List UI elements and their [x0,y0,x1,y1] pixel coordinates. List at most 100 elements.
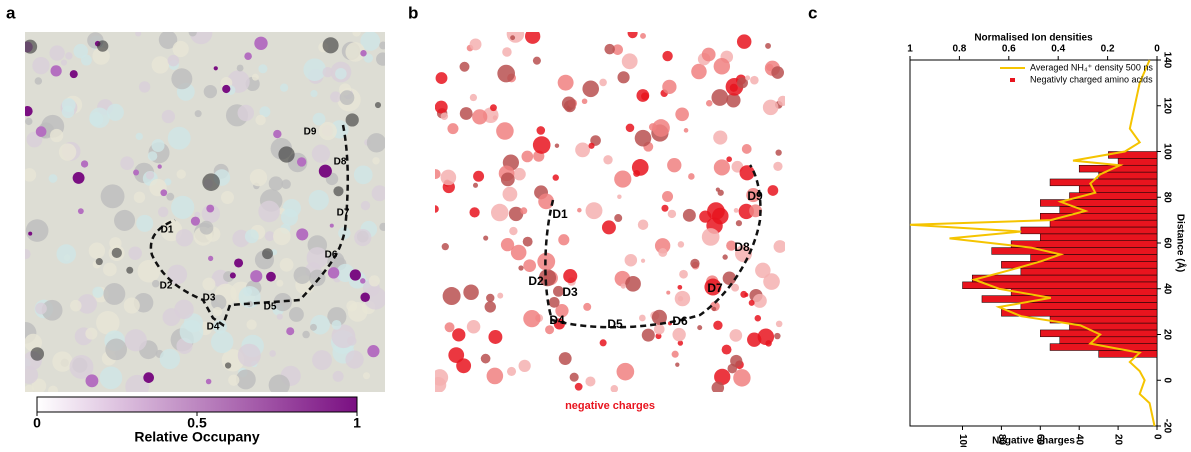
charge-blob [711,306,717,312]
charge-blob [641,92,649,101]
charge-blob [558,352,572,365]
texture-blob [25,168,37,182]
charge-blob [677,284,683,290]
x-tick-label: 60 [1035,434,1046,446]
texture-blob [73,43,89,59]
texture-blob [92,286,104,298]
panel-label: a [6,3,16,22]
texture-blob [65,52,73,60]
texture-blob [41,299,63,321]
texture-blob [327,307,347,327]
charge-blob [705,99,713,107]
charge-blob [675,107,689,122]
charge-blob [585,202,603,220]
charge-blob [682,208,696,222]
charge-blob [552,174,559,181]
charge-blob [691,63,707,80]
site-label: D6 [672,314,688,328]
charge-blob [585,376,596,387]
charge-blob [513,167,526,181]
charge-blob [655,333,662,340]
charge-blob [553,318,566,330]
texture-blob [106,103,124,121]
texture-blob [202,277,216,291]
charge-blob [488,330,503,344]
charge-blob [736,34,752,49]
texture-blob [70,299,82,312]
charge-blob [435,72,448,84]
charge-blob [729,329,743,342]
charge-blob [774,332,781,340]
site-label: D4 [549,313,565,327]
charge-blob [722,254,728,260]
charge-blob [617,71,630,84]
panel-label: c [808,3,817,22]
charge-blob [469,38,482,51]
texture-blob [171,68,193,90]
texture-blob [310,323,317,331]
site-label: D6 [325,250,338,261]
texture-blob [276,313,283,320]
site-label: D5 [607,317,623,331]
charge-blob [444,322,455,333]
texture-blob [203,84,217,99]
bar [1040,199,1158,207]
texture-blob [151,139,165,153]
occupancy-blob [205,378,212,385]
charge-blob [497,64,515,83]
legend-swatch [1010,78,1015,82]
charge-blob [440,169,457,186]
texture-blob [336,263,355,283]
charge-blob [555,304,569,318]
charge-blob [509,226,518,236]
texture-blob [303,58,326,81]
charge-blob [675,362,680,367]
charge-blob [553,285,564,297]
bar [1049,219,1158,228]
texture-blob [347,302,368,322]
texture-blob [158,32,178,50]
bar [971,274,1158,283]
texture-blob [167,126,191,150]
charge-blob [638,314,646,322]
occupancy-blob [72,171,85,184]
charge-blob [690,258,700,269]
texture-blob [48,174,58,183]
texture-blob [89,112,104,127]
shadow-blob [95,258,103,266]
texture-blob [133,191,146,204]
charge-blob [726,240,737,251]
site-label: D4 [207,322,220,333]
texture-blob [312,350,332,370]
texture-blob [49,128,64,143]
texture-blob [273,292,292,312]
charge-blob [625,275,641,292]
texture-blob [302,330,310,339]
texture-blob [102,262,117,277]
occupancy-blob [329,223,334,228]
colorbar [36,396,358,413]
charge-blob [677,340,684,346]
texture-blob [255,114,266,126]
occupancy-blob [273,129,282,139]
site-label: D5 [264,302,277,313]
charge-blob [737,77,748,89]
charge-blob [701,228,720,246]
texture-blob [176,169,186,179]
texture-blob [354,228,372,247]
charge-blob [521,150,534,163]
charge-blob [486,367,504,385]
charge-blob [506,366,517,376]
texture-blob [199,220,214,235]
texture-blob [311,144,331,163]
surface-texture [435,32,785,392]
texture-blob [175,229,194,247]
y-tick-label: 60 [1161,237,1172,249]
occupancy-blob [360,50,367,57]
texture-blob [339,90,355,105]
charge-blob [661,204,669,212]
site-label: D3 [562,285,578,299]
texture-blob [237,104,255,122]
texture-blob [273,227,291,246]
charge-blob [667,209,677,219]
